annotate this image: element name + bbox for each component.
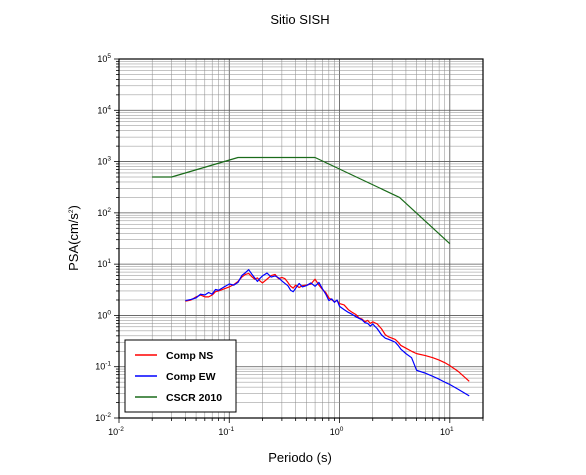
y-tick-exp: 2 bbox=[107, 207, 111, 214]
y-tick-base: 10 bbox=[97, 259, 107, 269]
y-tick-base: 10 bbox=[97, 157, 107, 167]
x-axis-label: Periodo (s) bbox=[268, 450, 332, 465]
y-tick-base: 10 bbox=[97, 105, 107, 115]
legend: Comp NS Comp EW CSCR 2010 bbox=[124, 339, 237, 413]
y-tick-label: 100 bbox=[97, 309, 111, 320]
x-tick-base: 10 bbox=[108, 427, 118, 437]
x-tick-label: 10-1 bbox=[218, 426, 234, 437]
legend-label-comp-ns: Comp NS bbox=[166, 350, 213, 362]
y-tick-label: 103 bbox=[97, 156, 111, 167]
y-axis-label: PSA(cm/s2) bbox=[66, 205, 81, 271]
y-tick-exp: 4 bbox=[107, 104, 111, 111]
y-tick-exp: -1 bbox=[105, 361, 111, 368]
y-tick-base: 10 bbox=[97, 54, 107, 64]
y-tick-exp: -2 bbox=[105, 412, 111, 419]
x-tick-exp: -1 bbox=[228, 426, 234, 433]
x-tick-base: 10 bbox=[218, 427, 228, 437]
x-tick-label: 101 bbox=[440, 426, 454, 437]
y-tick-label: 104 bbox=[97, 104, 111, 115]
y-tick-base: 10 bbox=[97, 208, 107, 218]
series-line-cscr-2010 bbox=[152, 156, 451, 245]
y-axis-label-close: ) bbox=[66, 205, 81, 209]
grid bbox=[118, 58, 484, 419]
legend-label-cscr-2010: CSCR 2010 bbox=[166, 392, 222, 404]
x-tick-exp: -2 bbox=[118, 426, 124, 433]
x-tick-label: 100 bbox=[330, 426, 344, 437]
x-tick-exp: 1 bbox=[450, 426, 454, 433]
y-tick-exp: 5 bbox=[107, 53, 111, 60]
series-lines bbox=[152, 156, 470, 397]
x-tick-base: 10 bbox=[330, 427, 340, 437]
y-tick-base: 10 bbox=[97, 310, 107, 320]
plot-frame bbox=[118, 58, 484, 419]
y-tick-label: 102 bbox=[97, 207, 111, 218]
y-tick-base: 10 bbox=[95, 413, 105, 423]
x-tick-label: 10-2 bbox=[108, 426, 124, 437]
series-line-comp-ew bbox=[185, 269, 470, 397]
x-tick-exp: 0 bbox=[340, 426, 344, 433]
y-tick-label: 105 bbox=[97, 53, 111, 64]
series-line-comp-ns bbox=[185, 272, 470, 382]
y-axis-label-main: PSA(cm/s bbox=[66, 213, 81, 271]
y-tick-label: 101 bbox=[97, 258, 111, 269]
y-tick-exp: 0 bbox=[107, 309, 111, 316]
y-tick-label: 10-1 bbox=[95, 361, 111, 372]
legend-label-comp-ew: Comp EW bbox=[166, 371, 216, 383]
y-tick-exp: 3 bbox=[107, 156, 111, 163]
x-tick-base: 10 bbox=[440, 427, 450, 437]
y-tick-base: 10 bbox=[95, 362, 105, 372]
y-tick-label: 10-2 bbox=[95, 412, 111, 423]
y-axis-label-sup: 2 bbox=[68, 209, 75, 213]
chart-title: Sitio SISH bbox=[270, 12, 329, 27]
y-tick-exp: 1 bbox=[107, 258, 111, 265]
